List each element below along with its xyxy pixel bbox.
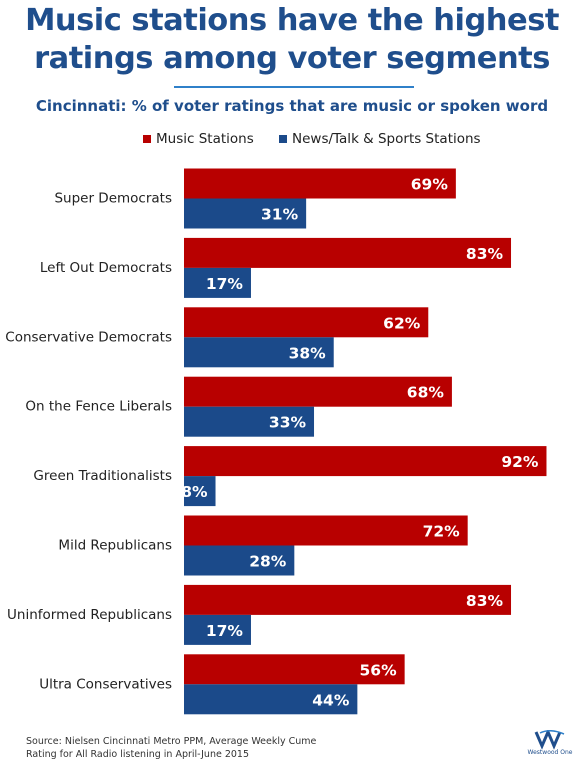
logo-text: Westwood One [527,749,573,756]
bar-news-left-out-democrats [184,267,251,298]
data-label-music-conservative-democrats: 62% [383,314,421,332]
title-line-1: Music stations have the highest [25,3,559,38]
category-label-ultra-conservatives: Ultra Conservatives [39,676,172,692]
bar-news-super-democrats [184,198,307,229]
title-divider [174,86,414,88]
data-label-news-conservative-democrats: 38% [289,344,327,362]
legend-label-news: News/Talk & Sports Stations [292,131,481,147]
data-label-music-green-traditionalists: 92% [501,453,539,471]
bar-music-super-democrats [184,168,456,199]
category-label-conservative-democrats: Conservative Democrats [5,329,172,345]
bar-news-on-the-fence-liberals [184,406,315,437]
legend-item-music: Music Stations [143,131,254,147]
bar-music-mild-republicans [184,515,468,546]
data-label-news-ultra-conservatives: 44% [312,691,350,709]
bar-news-conservative-democrats [184,337,334,368]
category-label-mild-republicans: Mild Republicans [58,538,172,554]
data-label-music-mild-republicans: 72% [423,523,461,541]
legend-item-news: News/Talk & Sports Stations [279,131,481,147]
category-label-uninformed-republicans: Uninformed Republicans [7,607,172,623]
data-label-music-super-democrats: 69% [411,176,449,194]
source-line-1: Source: Nielsen Cincinnati Metro PPM, Av… [26,736,317,747]
bar-news-mild-republicans [184,545,295,576]
category-label-green-traditionalists: Green Traditionalists [33,468,172,484]
data-label-news-green-traditionalists: 8% [181,483,208,501]
category-label-left-out-democrats: Left Out Democrats [40,260,172,276]
source-note: Source: Nielsen Cincinnati Metro PPM, Av… [26,735,316,761]
chart-subtitle: Cincinnati: % of voter ratings that are … [35,97,549,115]
data-label-music-ultra-conservatives: 56% [360,661,398,679]
westwood-one-logo: Westwood One [520,728,580,758]
data-label-music-left-out-democrats: 83% [466,245,504,263]
bar-music-green-traditionalists [184,446,547,477]
bar-music-on-the-fence-liberals [184,376,452,407]
bar-news-ultra-conservatives [184,684,358,715]
legend-swatch-music [143,135,151,143]
legend: Music Stations News/Talk & Sports Statio… [0,131,584,149]
logo-waves-icon [534,728,565,750]
category-label-super-democrats: Super Democrats [54,191,172,207]
chart-title: Music stations have the highest ratings … [0,2,584,78]
bar-news-green-traditionalists [184,476,216,507]
bar-music-conservative-democrats [184,307,429,338]
source-line-2: Rating for All Radio listening in April-… [26,749,250,760]
bar-music-uninformed-republicans [184,584,512,615]
bar-music-ultra-conservatives [184,654,405,685]
category-label-on-the-fence-liberals: On the Fence Liberals [25,399,172,415]
data-label-news-left-out-democrats: 17% [206,275,244,293]
data-label-news-on-the-fence-liberals: 33% [269,414,307,432]
data-label-news-super-democrats: 31% [261,206,299,224]
legend-swatch-news [279,135,287,143]
data-label-news-mild-republicans: 28% [249,553,287,571]
title-line-2: ratings among voter segments [34,41,550,76]
data-label-news-uninformed-republicans: 17% [206,622,244,640]
bar-news-uninformed-republicans [184,614,251,645]
bar-music-left-out-democrats [184,237,512,268]
legend-label-music: Music Stations [156,131,254,147]
data-label-music-uninformed-republicans: 83% [466,592,504,610]
data-label-music-on-the-fence-liberals: 68% [407,384,445,402]
bar-chart: Super Democrats 69% 31% Left Out Democrats 8… [5,168,547,715]
